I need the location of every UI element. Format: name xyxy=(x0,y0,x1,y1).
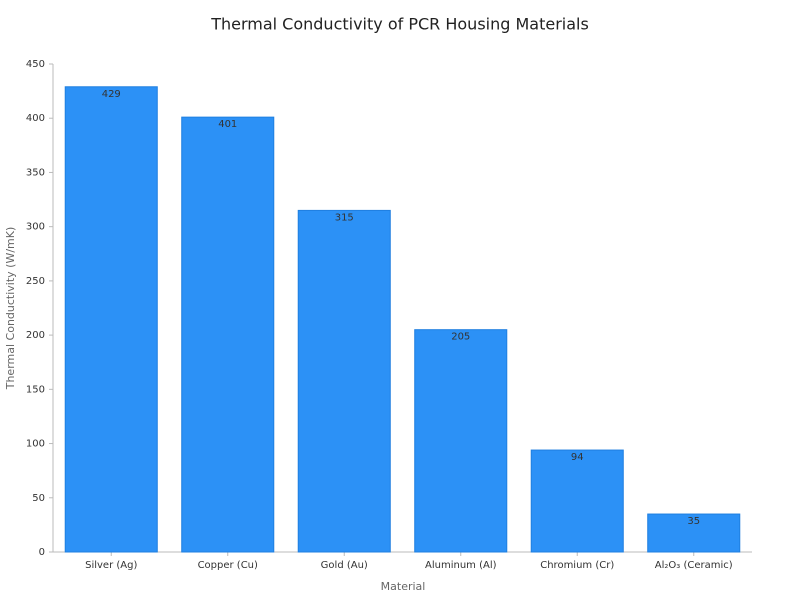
value-label: 315 xyxy=(335,212,354,223)
x-axis-title: Material xyxy=(381,580,426,593)
y-tick-label: 100 xyxy=(26,439,45,450)
value-label: 35 xyxy=(687,516,700,527)
x-tick-label: Gold (Au) xyxy=(321,560,368,571)
x-tick-label: Copper (Cu) xyxy=(198,560,258,571)
y-tick-label: 450 xyxy=(26,59,45,70)
y-axis-title: Thermal Conductivity (W/mK) xyxy=(4,227,17,391)
y-tick-label: 300 xyxy=(26,222,45,233)
value-label: 205 xyxy=(451,332,470,343)
value-label: 429 xyxy=(102,89,121,100)
bar xyxy=(64,86,158,553)
y-tick-label: 50 xyxy=(32,493,45,504)
x-tick-label: Al₂O₃ (Ceramic) xyxy=(655,560,733,571)
y-tick-label: 400 xyxy=(26,113,45,124)
bar xyxy=(414,329,508,553)
y-tick-label: 0 xyxy=(39,547,45,558)
value-label: 94 xyxy=(571,452,584,463)
x-tick-label: Chromium (Cr) xyxy=(540,560,614,571)
x-tick-label: Silver (Ag) xyxy=(85,560,137,571)
x-tick-label: Aluminum (Al) xyxy=(425,560,497,571)
bar xyxy=(181,116,275,553)
y-tick-label: 250 xyxy=(26,276,45,287)
bar xyxy=(530,449,624,553)
bar xyxy=(297,209,391,553)
bar xyxy=(647,513,741,553)
chart-title: Thermal Conductivity of PCR Housing Mate… xyxy=(210,15,589,34)
y-tick-label: 200 xyxy=(26,330,45,341)
value-label: 401 xyxy=(218,119,237,130)
y-tick-label: 350 xyxy=(26,167,45,178)
y-tick-label: 150 xyxy=(26,384,45,395)
